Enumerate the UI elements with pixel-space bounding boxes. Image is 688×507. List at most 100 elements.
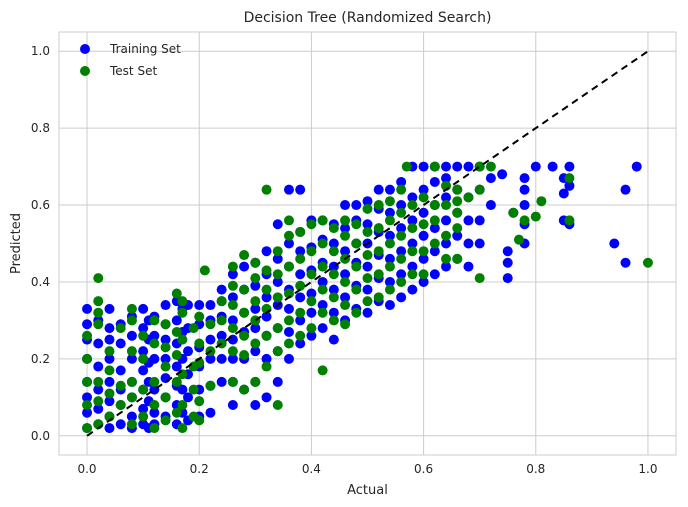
data-point	[317, 276, 328, 287]
data-point	[530, 211, 541, 222]
data-point	[328, 292, 339, 303]
data-point	[104, 334, 115, 345]
data-point	[295, 315, 306, 326]
data-point	[227, 300, 238, 311]
data-point	[452, 184, 463, 195]
data-point	[317, 307, 328, 318]
data-point	[250, 376, 261, 387]
data-point	[126, 353, 137, 364]
data-point	[429, 238, 440, 249]
data-point	[384, 184, 395, 195]
data-point	[418, 269, 429, 280]
data-point	[126, 346, 137, 357]
legend-label-test: Test Set	[109, 64, 157, 78]
data-point	[138, 330, 149, 341]
data-point	[497, 169, 508, 180]
data-point	[564, 180, 575, 191]
data-point	[407, 200, 418, 211]
data-point	[149, 376, 160, 387]
data-point	[115, 365, 126, 376]
data-point	[283, 326, 294, 337]
data-point	[115, 419, 126, 430]
data-point	[351, 219, 362, 230]
data-point	[104, 346, 115, 357]
data-point	[418, 207, 429, 218]
data-point	[272, 400, 283, 411]
data-point	[149, 338, 160, 349]
data-point	[171, 315, 182, 326]
data-point	[519, 173, 530, 184]
data-point	[160, 392, 171, 403]
data-point	[205, 407, 216, 418]
data-point	[82, 392, 93, 403]
data-point	[93, 338, 104, 349]
x-axis-label: Actual	[347, 483, 388, 498]
data-point	[104, 376, 115, 387]
data-point	[328, 269, 339, 280]
data-point	[177, 423, 188, 434]
data-point	[104, 388, 115, 399]
data-point	[227, 400, 238, 411]
data-point	[452, 230, 463, 241]
data-point	[362, 226, 373, 237]
grid-lines	[59, 32, 676, 455]
data-point	[418, 184, 429, 195]
data-point	[401, 161, 412, 172]
data-point	[452, 196, 463, 207]
data-point	[283, 338, 294, 349]
data-point	[272, 246, 283, 257]
data-point	[177, 400, 188, 411]
data-point	[227, 261, 238, 272]
data-point	[351, 284, 362, 295]
data-point	[283, 230, 294, 241]
data-point	[227, 323, 238, 334]
data-point	[340, 230, 351, 241]
y-axis-label: Predicted	[9, 213, 24, 274]
data-point	[407, 223, 418, 234]
data-point	[250, 280, 261, 291]
data-point	[205, 300, 216, 311]
data-point	[138, 384, 149, 395]
data-point	[384, 238, 395, 249]
data-point	[485, 161, 496, 172]
data-point	[317, 238, 328, 249]
data-point	[474, 238, 485, 249]
data-point	[138, 403, 149, 414]
data-point	[295, 269, 306, 280]
data-point	[295, 184, 306, 195]
data-point	[160, 319, 171, 330]
data-point	[351, 238, 362, 249]
data-point	[362, 307, 373, 318]
data-point	[396, 207, 407, 218]
data-point	[171, 407, 182, 418]
data-point	[216, 330, 227, 341]
data-point	[82, 423, 93, 434]
data-point	[317, 215, 328, 226]
data-point	[239, 350, 250, 361]
data-point	[396, 223, 407, 234]
data-point	[502, 257, 513, 268]
data-point	[340, 276, 351, 287]
data-point	[317, 284, 328, 295]
data-point	[295, 338, 306, 349]
data-point	[82, 353, 93, 364]
data-point	[261, 292, 272, 303]
y-tick-label: 0.0	[31, 429, 50, 443]
data-point	[631, 161, 642, 172]
data-point	[283, 238, 294, 249]
data-point	[362, 203, 373, 214]
data-point	[362, 284, 373, 295]
data-point	[429, 200, 440, 211]
data-point	[126, 411, 137, 422]
data-point	[317, 300, 328, 311]
data-point	[250, 273, 261, 284]
data-point	[463, 192, 474, 203]
data-point	[160, 361, 171, 372]
data-point	[239, 250, 250, 261]
data-point	[250, 303, 261, 314]
data-point	[485, 200, 496, 211]
data-point	[227, 292, 238, 303]
data-point	[351, 261, 362, 272]
data-point	[272, 292, 283, 303]
